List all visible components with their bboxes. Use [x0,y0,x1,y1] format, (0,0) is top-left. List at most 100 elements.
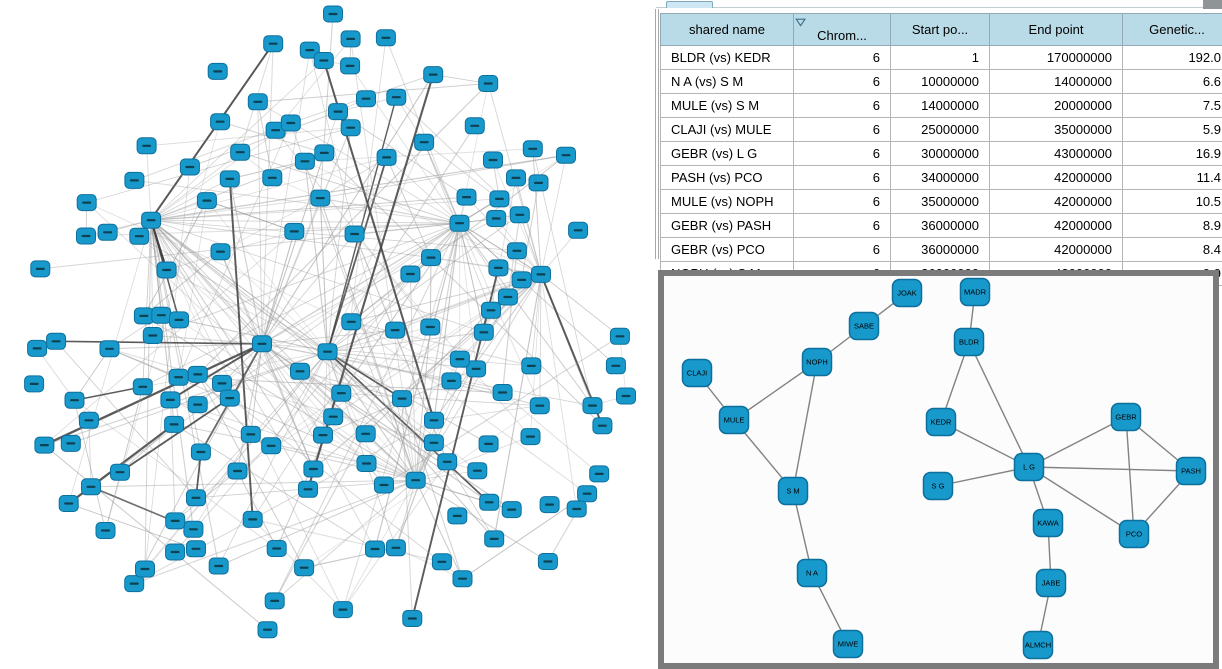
table-cell[interactable]: 43000000 [989,141,1123,166]
overview-node[interactable] [341,313,362,331]
network-node-s-g[interactable]: S G [922,471,954,501]
network-node-kawa[interactable]: KAWA [1032,508,1064,538]
overview-node[interactable] [522,140,543,158]
overview-node[interactable] [344,225,365,243]
table-row[interactable]: GEBR (vs) L G 6 30000000 43000000 16.9 [660,141,1222,166]
network-node-sabe[interactable]: SABE [848,311,880,341]
overview-node[interactable] [183,520,204,538]
overview-node[interactable] [169,311,189,329]
overview-node[interactable] [64,391,85,409]
overview-node[interactable] [124,171,145,189]
table-row[interactable]: MULE (vs) NOPH 6 35000000 42000000 10.5 [660,189,1222,214]
table-row[interactable]: BLDR (vs) KEDR 6 1 170000000 192.0 [660,45,1222,70]
overview-node[interactable] [27,339,48,357]
overview-node[interactable] [449,350,470,368]
table-cell[interactable]: BLDR (vs) KEDR [660,45,794,70]
overview-node[interactable] [332,601,353,619]
overview-node[interactable] [340,57,361,75]
overview-node[interactable] [483,151,503,169]
table-cell[interactable]: PASH (vs) PCO [660,165,794,190]
overview-node[interactable] [501,501,522,519]
overview-network-canvas[interactable] [0,0,656,669]
overview-node[interactable] [60,434,81,452]
table-cell[interactable]: 5.9 [1122,117,1222,142]
overview-node[interactable] [328,103,348,121]
panel-splitter[interactable] [655,9,656,259]
overview-node[interactable] [529,397,550,415]
table-cell[interactable]: 36000000 [890,213,990,238]
table-cell[interactable]: 30000000 [890,141,990,166]
overview-node[interactable] [566,500,587,518]
overview-node[interactable] [431,553,452,571]
table-cell[interactable]: 6 [793,237,891,262]
table-cell[interactable]: 42000000 [989,237,1123,262]
network-node-l-g[interactable]: L G [1013,452,1045,482]
network-edge-bldr-l-g[interactable] [968,341,1030,468]
table-cell[interactable]: 1 [890,45,990,70]
overview-node[interactable] [230,143,251,161]
overview-node[interactable] [441,372,462,390]
overview-node[interactable] [556,146,576,164]
overview-node[interactable] [303,460,324,478]
table-row[interactable]: PASH (vs) PCO 6 34000000 42000000 11.4 [660,165,1222,190]
network-edge-gebr-pco[interactable] [1125,416,1135,535]
overview-node[interactable] [290,362,310,380]
overview-node[interactable] [452,570,473,588]
table-cell[interactable]: 6 [793,165,891,190]
network-node-n-a[interactable]: N A [796,558,828,588]
overview-node[interactable] [331,384,352,402]
table-row[interactable]: CLAJI (vs) MULE 6 25000000 35000000 5.9 [660,117,1222,142]
overview-node[interactable] [46,332,67,350]
overview-node[interactable] [616,387,636,405]
overview-node[interactable] [186,489,206,507]
network-node-almch[interactable]: ALMCH [1022,630,1054,660]
overview-node[interactable] [132,378,153,396]
overview-node[interactable] [294,559,315,577]
table-row[interactable]: N A (vs) S M 6 10000000 14000000 6.6 [660,69,1222,94]
overview-node[interactable] [24,375,45,393]
table-cell[interactable]: 10.5 [1122,189,1222,214]
overview-node[interactable] [521,357,542,375]
scrollbar-fragment[interactable] [1203,0,1222,9]
overview-node[interactable] [262,169,283,187]
overview-node[interactable] [136,137,157,155]
overview-node[interactable] [456,188,477,206]
overview-node[interactable] [58,495,79,512]
overview-node[interactable] [376,148,397,166]
overview-node[interactable] [187,365,208,383]
overview-node[interactable] [374,476,394,494]
table-cell[interactable]: 10000000 [890,69,990,94]
overview-node[interactable] [156,261,177,279]
overview-node[interactable] [405,471,426,489]
overview-node[interactable] [509,206,530,224]
overview-node[interactable] [168,368,189,386]
overview-node[interactable] [210,243,231,261]
overview-node[interactable] [186,540,206,558]
overview-node[interactable] [240,425,261,443]
table-cell[interactable]: 11.4 [1122,165,1222,190]
network-node-bldr[interactable]: BLDR [953,327,985,357]
overview-node[interactable] [356,90,376,108]
overview-node[interactable] [355,425,376,443]
overview-node[interactable] [196,192,217,210]
overview-node[interactable] [402,610,423,627]
table-cell[interactable]: 16.9 [1122,141,1222,166]
overview-node[interactable] [164,415,185,433]
overview-node[interactable] [210,113,231,131]
overview-node[interactable] [506,169,526,187]
network-edge-noph-s-m[interactable] [792,361,818,492]
overview-node[interactable] [340,119,361,137]
overview-node[interactable] [424,411,444,429]
overview-node[interactable] [414,133,435,151]
network-edge-l-g-pco[interactable] [1028,466,1135,535]
overview-node[interactable] [299,41,320,59]
table-cell[interactable]: 35000000 [890,189,990,214]
overview-node[interactable] [537,553,558,570]
table-row[interactable]: MULE (vs) S M 6 14000000 20000000 7.5 [660,93,1222,118]
overview-node[interactable] [314,144,335,162]
overview-node[interactable] [421,249,441,267]
table-row[interactable]: GEBR (vs) PASH 6 36000000 42000000 8.9 [660,213,1222,238]
overview-node[interactable] [76,194,97,212]
overview-node[interactable] [212,374,232,392]
table-cell[interactable]: 42000000 [989,165,1123,190]
